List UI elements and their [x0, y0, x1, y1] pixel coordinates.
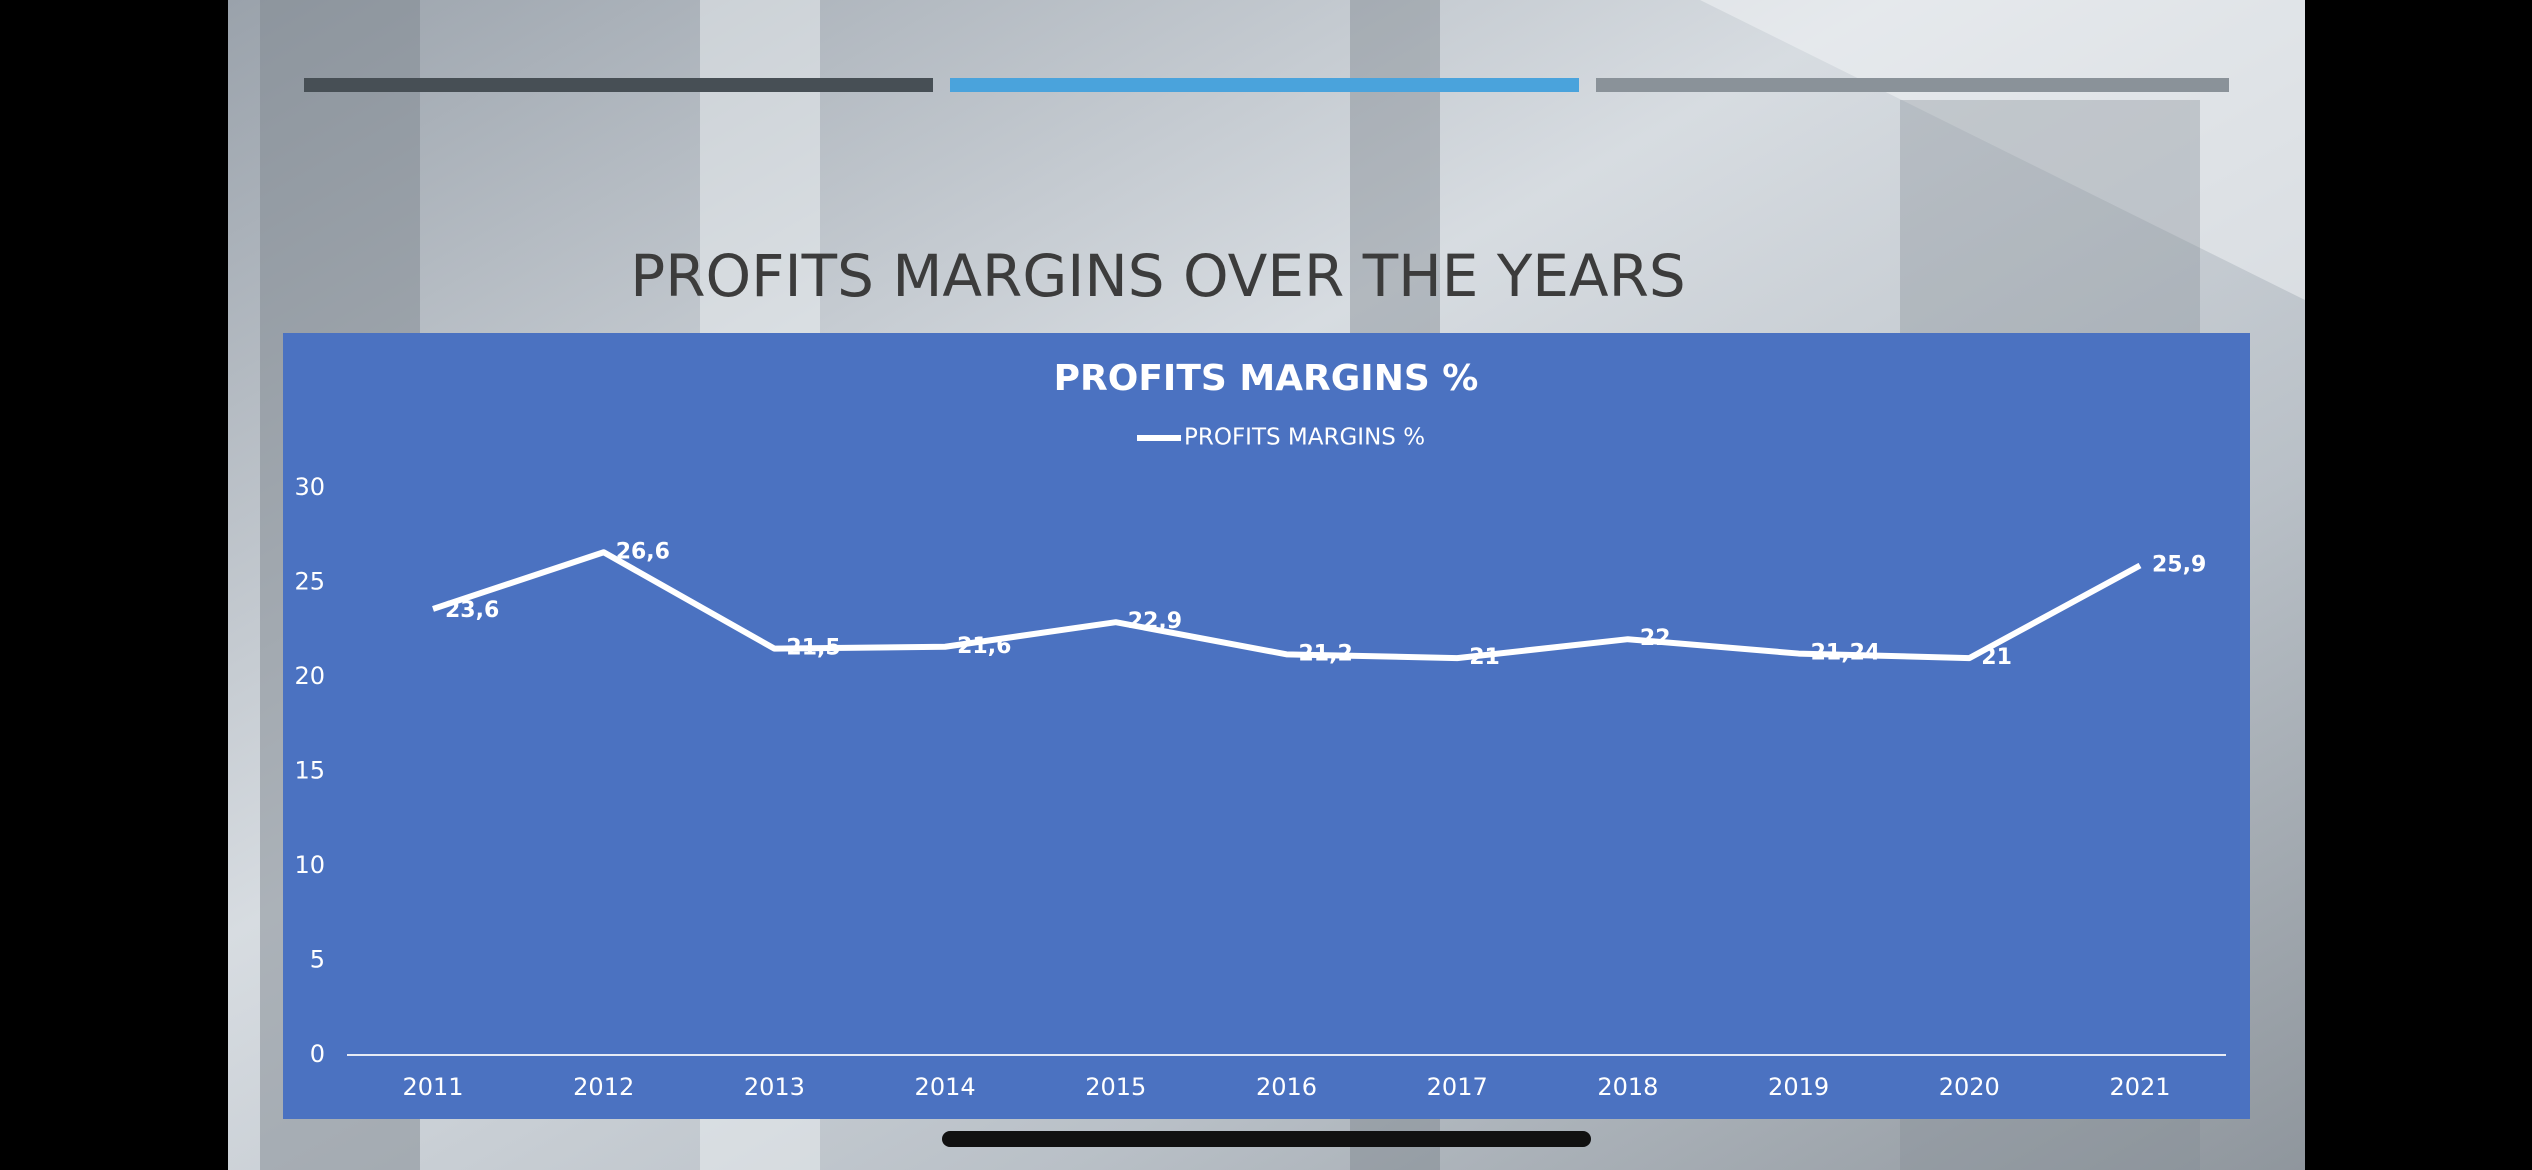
y-tick-label: 25 [294, 568, 325, 596]
data-label: 21 [1469, 645, 1500, 670]
legend-label: PROFITS MARGINS % [1184, 425, 1425, 451]
data-label: 21,2 [1299, 641, 1353, 666]
data-label: 26,6 [616, 539, 670, 564]
x-tick-label: 2015 [1085, 1073, 1146, 1101]
chart-title: PROFITS MARGINS % [1054, 358, 1479, 399]
data-line [432, 549, 2142, 662]
y-tick-label: 30 [294, 473, 325, 501]
progress-segment [1596, 78, 2229, 92]
x-tick-label: 2020 [1939, 1073, 2000, 1101]
y-tick-label: 15 [294, 757, 325, 785]
data-label: 23,6 [445, 598, 499, 623]
x-tick-label: 2011 [402, 1073, 463, 1101]
x-tick-label: 2017 [1427, 1073, 1488, 1101]
data-label: 25,9 [2152, 552, 2206, 577]
x-tick-label: 2019 [1768, 1073, 1829, 1101]
data-label: 22 [1640, 626, 1671, 651]
chart: PROFITS MARGINS % 0 5 10 15 20 25 30 2011 2012 20… [283, 333, 2250, 1119]
slide-title: PROFITS MARGINS OVER THE YEARS [630, 242, 1685, 310]
progress-segment [950, 78, 1579, 92]
chart-area [283, 333, 2250, 1119]
data-label: 21,24 [1811, 641, 1881, 666]
data-label: 21,5 [786, 636, 840, 661]
x-tick-label: 2021 [2109, 1073, 2170, 1101]
data-label: 22,9 [1128, 609, 1182, 634]
data-label: 21,6 [957, 634, 1011, 659]
x-tick-label: 2018 [1597, 1073, 1658, 1101]
y-tick-label: 10 [294, 851, 325, 879]
y-tick-label: 5 [310, 946, 325, 974]
home-indicator [942, 1131, 1591, 1147]
x-tick-label: 2012 [573, 1073, 634, 1101]
y-tick-label: 20 [294, 662, 325, 690]
x-tick-label: 2016 [1256, 1073, 1317, 1101]
data-label: 21 [1981, 645, 2012, 670]
x-tick-label: 2013 [744, 1073, 805, 1101]
y-tick-label: 0 [310, 1040, 325, 1068]
progress-segment [304, 78, 933, 92]
x-tick-label: 2014 [915, 1073, 976, 1101]
